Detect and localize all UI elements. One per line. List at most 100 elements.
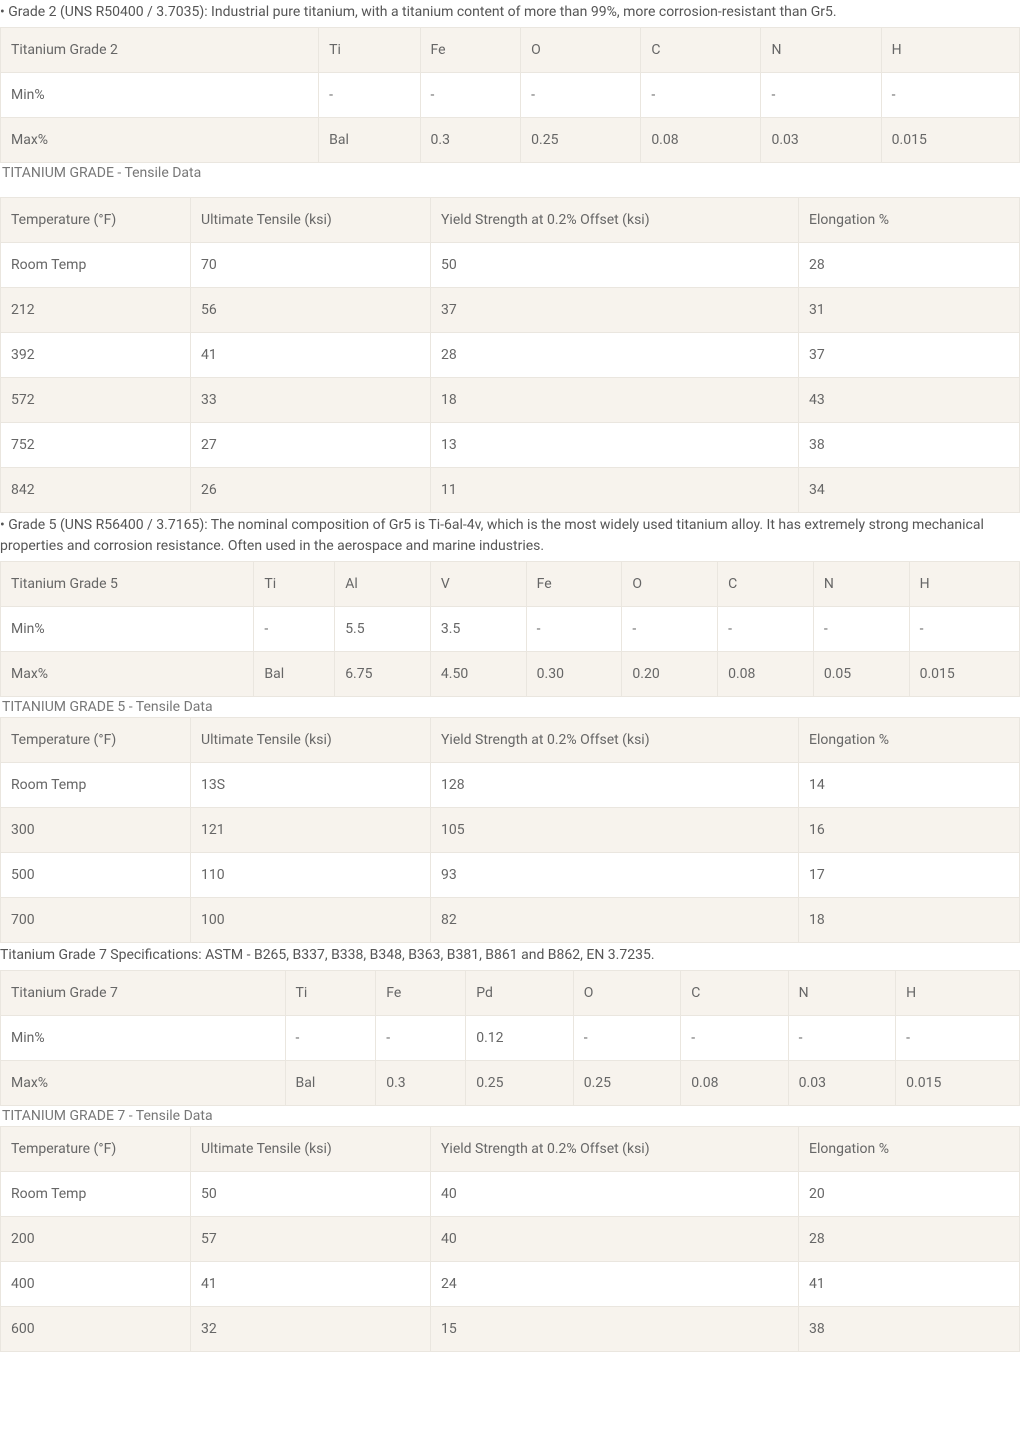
table-cell: - <box>521 73 641 118</box>
table-header-cell: O <box>574 971 681 1016</box>
table-cell: 43 <box>799 378 1019 423</box>
table-cell: 842 <box>1 468 191 512</box>
table-cell: 26 <box>191 468 431 512</box>
table-row: 752271338 <box>1 423 1019 468</box>
table-cell: 41 <box>799 1262 1019 1307</box>
table-cell: - <box>681 1016 788 1061</box>
table-cell: - <box>718 607 814 652</box>
table-cell: 0.08 <box>641 118 761 162</box>
table-cell: 100 <box>191 898 431 942</box>
table-cell: - <box>910 607 1019 652</box>
table-cell: Max% <box>1 652 254 696</box>
table-header-cell: N <box>814 562 910 607</box>
table-cell: 31 <box>799 288 1019 333</box>
table-cell: 400 <box>1 1262 191 1307</box>
table-head: Temperature (°F)Ultimate Tensile (ksi)Yi… <box>1 718 1019 763</box>
data-table: Temperature (°F)Ultimate Tensile (ksi)Yi… <box>0 717 1020 943</box>
table-cell: 0.03 <box>789 1061 896 1105</box>
table-cell: - <box>882 73 1019 118</box>
table-header-row: Temperature (°F)Ultimate Tensile (ksi)Yi… <box>1 198 1019 243</box>
table-cell: 600 <box>1 1307 191 1351</box>
table-header-cell: Elongation % <box>799 198 1019 243</box>
table-header-cell: O <box>521 28 641 73</box>
table-cell: 13S <box>191 763 431 808</box>
section-intro: • Grade 5 (UNS R56400 / 3.7165): The nom… <box>0 513 1020 561</box>
table-cell: Bal <box>286 1061 377 1105</box>
table-cell: - <box>622 607 718 652</box>
table-body: Room Temp5040202005740284004124416003215… <box>1 1172 1019 1351</box>
table-cell: 28 <box>799 1217 1019 1262</box>
table-cell: Min% <box>1 1016 286 1061</box>
table-cell: 0.30 <box>527 652 623 696</box>
table-header-cell: Pd <box>466 971 573 1016</box>
table-header-row: Temperature (°F)Ultimate Tensile (ksi)Yi… <box>1 718 1019 763</box>
table-body: Min%--0.12----Max%Bal0.30.250.250.080.03… <box>1 1016 1019 1105</box>
table-cell: 4.50 <box>431 652 527 696</box>
table-cell: 0.12 <box>466 1016 573 1061</box>
table-header-cell: Elongation % <box>799 718 1019 763</box>
table-row: Max%Bal6.754.500.300.200.080.050.015 <box>1 652 1019 696</box>
table-head: Titanium Grade 7TiFePdOCNH <box>1 971 1019 1016</box>
table-cell: 200 <box>1 1217 191 1262</box>
table-header-cell: C <box>641 28 761 73</box>
table-row: Min%------ <box>1 73 1019 118</box>
table-cell: - <box>641 73 761 118</box>
table-cell: - <box>421 73 522 118</box>
table-header-cell: Titanium Grade 5 <box>1 562 254 607</box>
table-cell: 24 <box>431 1262 799 1307</box>
table-cell: - <box>761 73 881 118</box>
table-row: 212563731 <box>1 288 1019 333</box>
table-cell: 38 <box>799 423 1019 468</box>
table-header-cell: N <box>789 971 896 1016</box>
table-cell: - <box>254 607 335 652</box>
table-cell: 0.08 <box>681 1061 788 1105</box>
table-header-cell: Titanium Grade 2 <box>1 28 319 73</box>
table-cell: Room Temp <box>1 243 191 288</box>
table-cell: 0.015 <box>882 118 1019 162</box>
table-head: Temperature (°F)Ultimate Tensile (ksi)Yi… <box>1 198 1019 243</box>
tensile-caption: TITANIUM GRADE - Tensile Data <box>0 163 1020 183</box>
table-cell: 752 <box>1 423 191 468</box>
data-table: Temperature (°F)Ultimate Tensile (ksi)Yi… <box>0 197 1020 513</box>
table-cell: 3.5 <box>431 607 527 652</box>
tensile-caption: TITANIUM GRADE 7 - Tensile Data <box>0 1106 1020 1126</box>
table-cell: 0.03 <box>761 118 881 162</box>
table-header-cell: Elongation % <box>799 1127 1019 1172</box>
table-cell: Max% <box>1 1061 286 1105</box>
table-header-cell: H <box>882 28 1019 73</box>
table-header-cell: Fe <box>421 28 522 73</box>
spacer <box>0 183 1020 197</box>
table-header-row: Titanium Grade 5TiAlVFeOCNH <box>1 562 1019 607</box>
table-cell: 20 <box>799 1172 1019 1217</box>
table-header-cell: C <box>718 562 814 607</box>
table-row: 7001008218 <box>1 898 1019 942</box>
table-header-cell: Ultimate Tensile (ksi) <box>191 1127 431 1172</box>
table-body: Min%-5.53.5-----Max%Bal6.754.500.300.200… <box>1 607 1019 696</box>
table-row: 392412837 <box>1 333 1019 378</box>
table-cell: 50 <box>191 1172 431 1217</box>
table-row: Room Temp504020 <box>1 1172 1019 1217</box>
table-cell: 41 <box>191 333 431 378</box>
section-intro: • Grade 2 (UNS R50400 / 3.7035): Industr… <box>0 0 1020 27</box>
table-cell: 56 <box>191 288 431 333</box>
table-row: 600321538 <box>1 1307 1019 1351</box>
table-body: Room Temp13S1281430012110516500110931770… <box>1 763 1019 942</box>
data-table: Titanium Grade 2TiFeOCNHMin%------Max%Ba… <box>0 27 1020 163</box>
table-cell: - <box>789 1016 896 1061</box>
table-cell: 0.3 <box>376 1061 466 1105</box>
table-cell: - <box>527 607 623 652</box>
table-cell: 37 <box>799 333 1019 378</box>
table-header-cell: N <box>761 28 881 73</box>
table-cell: 0.08 <box>718 652 814 696</box>
table-cell: Bal <box>319 118 420 162</box>
table-row: Room Temp705028 <box>1 243 1019 288</box>
table-body: Room Temp7050282125637313924128375723318… <box>1 243 1019 512</box>
table-cell: 16 <box>799 808 1019 853</box>
table-cell: 700 <box>1 898 191 942</box>
table-header-cell: V <box>431 562 527 607</box>
table-cell: 93 <box>431 853 799 898</box>
table-cell: - <box>376 1016 466 1061</box>
table-cell: 38 <box>799 1307 1019 1351</box>
table-cell: 15 <box>431 1307 799 1351</box>
table-cell: 0.25 <box>521 118 641 162</box>
